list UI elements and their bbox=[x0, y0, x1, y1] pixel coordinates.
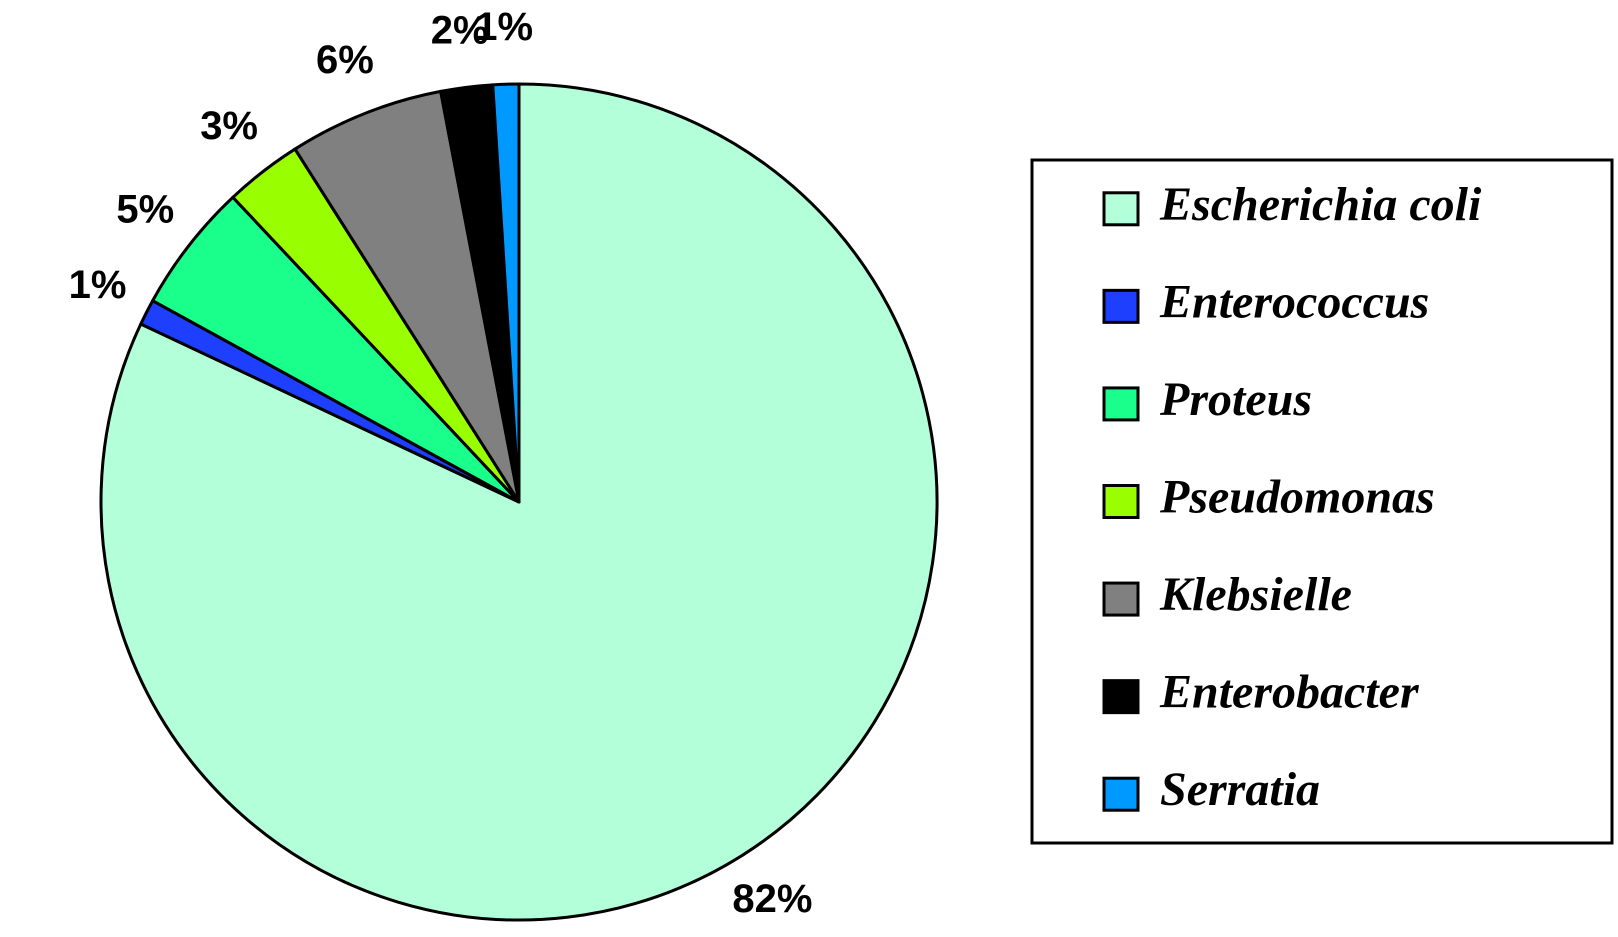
legend-label: Pseudomonas bbox=[1159, 471, 1435, 524]
pie-slice bbox=[491, 82, 521, 504]
data-label: 1% bbox=[475, 5, 533, 49]
legend-swatch bbox=[1102, 191, 1140, 227]
data-label: 6% bbox=[316, 38, 374, 82]
legend-swatch bbox=[1102, 679, 1140, 715]
legend-swatch bbox=[1102, 386, 1140, 422]
legend-label: Proteus bbox=[1159, 373, 1312, 426]
data-label: 3% bbox=[200, 104, 258, 148]
legend: Escherichia coli Enterococcus Proteus Pseud… bbox=[1030, 158, 1614, 845]
legend-swatch bbox=[1102, 288, 1140, 324]
pie-slice bbox=[99, 82, 939, 922]
legend-swatch bbox=[1102, 484, 1140, 519]
legend-label: Escherichia coli bbox=[1159, 178, 1482, 231]
legend-swatch bbox=[1102, 581, 1140, 617]
data-label: 82% bbox=[732, 877, 812, 921]
data-label: 1% bbox=[69, 263, 127, 307]
legend-label: Enterococcus bbox=[1159, 275, 1429, 328]
legend-label: Serratia bbox=[1160, 763, 1320, 816]
pie-slice bbox=[293, 89, 521, 504]
legend-label: Klebsielle bbox=[1159, 568, 1352, 621]
legend-swatch bbox=[1102, 776, 1140, 812]
data-label: 2% bbox=[431, 8, 489, 52]
legend-label: Enterobacter bbox=[1159, 666, 1420, 719]
data-label: 5% bbox=[116, 188, 174, 232]
